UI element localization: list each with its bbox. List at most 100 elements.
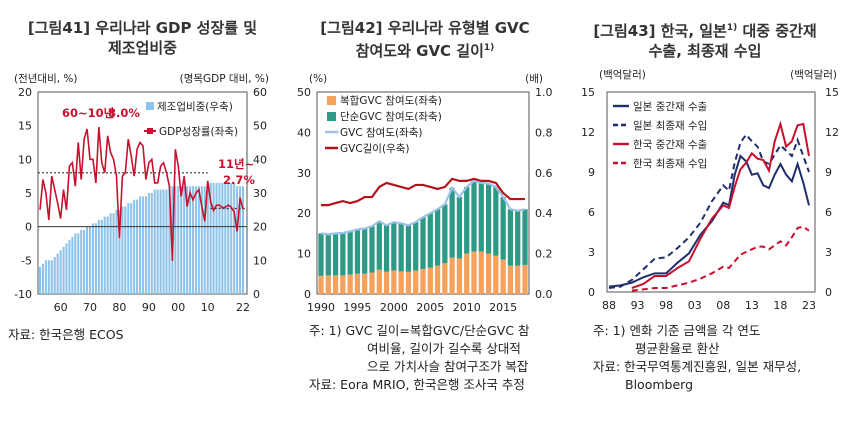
series-line-1 — [608, 154, 810, 288]
legend-swatch-complex — [327, 96, 336, 105]
x-tick-label: 22 — [236, 301, 250, 314]
complex-gvc-bar — [456, 258, 463, 294]
legend-swatch-marker — [147, 128, 153, 134]
left-tick-label: 20 — [18, 86, 32, 99]
right-tick-label: 12 — [825, 126, 839, 139]
left-tick-label: 20 — [297, 207, 311, 220]
manufacturing-share-bar — [53, 256, 56, 294]
manufacturing-share-bar — [144, 196, 147, 294]
right-tick-label: 10 — [253, 254, 267, 267]
x-tick-label: 10 — [201, 301, 215, 314]
x-tick-label: 18 — [773, 299, 787, 312]
manufacturing-share-bar — [97, 219, 100, 294]
figure-41-chart: (전년대비, %) (명목GDP 대비, %)20151050-5-1060504… — [14, 73, 269, 314]
right-tick-label: 3 — [825, 246, 832, 259]
manufacturing-share-bar — [112, 213, 115, 294]
simple-gvc-bar — [383, 225, 390, 272]
manufacturing-share-bar — [127, 203, 130, 294]
series-line-4 — [631, 225, 810, 292]
figure-43-note-line: 평균환율로 환산 — [635, 341, 720, 356]
complex-gvc-bar — [471, 251, 477, 294]
manufacturing-share-bar — [177, 186, 180, 294]
right-axis-unit: (배) — [525, 73, 543, 85]
complex-gvc-bar — [449, 257, 455, 294]
x-tick-label: 80 — [112, 301, 126, 314]
manufacturing-share-bar — [106, 216, 109, 294]
simple-gvc-bar — [427, 213, 433, 268]
simple-gvc-bar — [485, 183, 492, 254]
manufacturing-share-bar — [233, 182, 236, 294]
left-tick-label: -10 — [14, 288, 32, 301]
x-tick-label: 98 — [659, 299, 673, 312]
manufacturing-share-bar — [136, 199, 139, 294]
right-tick-label: 60 — [253, 86, 267, 99]
left-axis-unit: (전년대비, %) — [14, 73, 78, 85]
manufacturing-share-bar — [224, 182, 227, 294]
manufacturing-share-bar — [156, 189, 159, 294]
complex-gvc-bar — [369, 272, 375, 294]
annotation-60-10-value: 8.0% — [108, 106, 140, 120]
complex-gvc-bar — [318, 275, 324, 294]
simple-gvc-bar — [340, 232, 346, 276]
figure-41-title-line1: [그림41] 우리나라 GDP 성장률 및 — [27, 19, 258, 37]
manufacturing-share-bar — [44, 260, 47, 294]
manufacturing-share-bar — [239, 186, 242, 294]
figure-41-panel: [그림41] 우리나라 GDP 성장률 및 제조업비중 (전년대비, %) (명목… — [0, 0, 285, 423]
simple-gvc-bar — [347, 231, 353, 275]
manufacturing-share-bar — [200, 186, 203, 294]
right-tick-label: 30 — [253, 187, 267, 200]
complex-gvc-bar — [398, 271, 404, 294]
legend-label: 복합GVC 참여도(좌축) — [340, 95, 442, 107]
manufacturing-share-bar — [241, 186, 245, 294]
manufacturing-share-bar — [141, 196, 145, 294]
right-tick-label: 0 — [825, 286, 832, 299]
legend-label: GVC길이(우축) — [340, 142, 409, 155]
annotation-60-10-label: 60~10년 — [62, 106, 114, 120]
x-tick-label: 93 — [631, 299, 645, 312]
figure-42-title-line1: [그림42] 우리나라 유형별 GVC — [320, 19, 530, 37]
right-tick-label: 50 — [253, 120, 267, 133]
manufacturing-share-bar — [191, 186, 195, 294]
complex-gvc-bar — [485, 253, 492, 294]
x-tick-label: 2000 — [380, 301, 408, 314]
right-tick-label: 15 — [825, 86, 839, 99]
manufacturing-share-bar — [138, 196, 142, 294]
left-tick-label: 3 — [588, 246, 595, 259]
manufacturing-share-bar — [183, 186, 186, 294]
simple-gvc-bar — [500, 197, 506, 260]
simple-gvc-bar — [369, 226, 375, 273]
left-tick-label: 10 — [18, 153, 32, 166]
left-tick-label: 30 — [297, 167, 311, 180]
right-tick-label: 6 — [825, 206, 832, 219]
right-tick-label: 0.2 — [535, 248, 553, 261]
right-axis-unit: (명목GDP 대비, %) — [180, 73, 269, 85]
simple-gvc-bar — [325, 234, 331, 276]
manufacturing-share-bar — [86, 226, 89, 294]
manufacturing-share-bar — [74, 233, 77, 294]
manufacturing-share-bar — [168, 186, 171, 294]
x-tick-label: 1990 — [307, 301, 335, 314]
x-tick-label: 13 — [745, 299, 759, 312]
legend-label: 단순GVC 참여도(좌축) — [340, 111, 442, 123]
left-axis-unit: (백억달러) — [599, 69, 646, 81]
complex-gvc-bar — [332, 275, 339, 294]
right-tick-label: 40 — [253, 153, 267, 166]
complex-gvc-bar — [325, 275, 331, 294]
manufacturing-share-bar — [68, 240, 71, 294]
figure-42-note-line: 주: 1) GVC 길이=복합GVC/단순GVC 참 — [309, 323, 530, 338]
manufacturing-share-bar — [153, 189, 156, 294]
complex-gvc-bar — [522, 264, 528, 294]
complex-gvc-bar — [507, 265, 514, 294]
manufacturing-share-bar — [130, 203, 133, 294]
manufacturing-share-bar — [209, 182, 212, 294]
figure-42-title: [그림42] 우리나라 유형별 GVC 참여도와 GVC 길이1) — [285, 18, 565, 61]
figure-43-chart: (백억달러) (백억달러) 15 12 9 6 3 0 15 12 9 6 3 0 88 93 98 03 08 13… — [581, 69, 839, 312]
simple-gvc-bar — [434, 209, 441, 266]
legend-label: GVC 참여도(좌축) — [340, 127, 422, 139]
x-tick-label: 88 — [602, 299, 616, 312]
legend-label: 일본 최종재 수입 — [633, 119, 707, 132]
figure-43-title-footnote-mark: 1) — [726, 23, 738, 33]
left-tick-label: 0 — [304, 288, 311, 301]
manufacturing-share-bar — [212, 182, 215, 294]
simple-gvc-bar — [464, 186, 470, 254]
